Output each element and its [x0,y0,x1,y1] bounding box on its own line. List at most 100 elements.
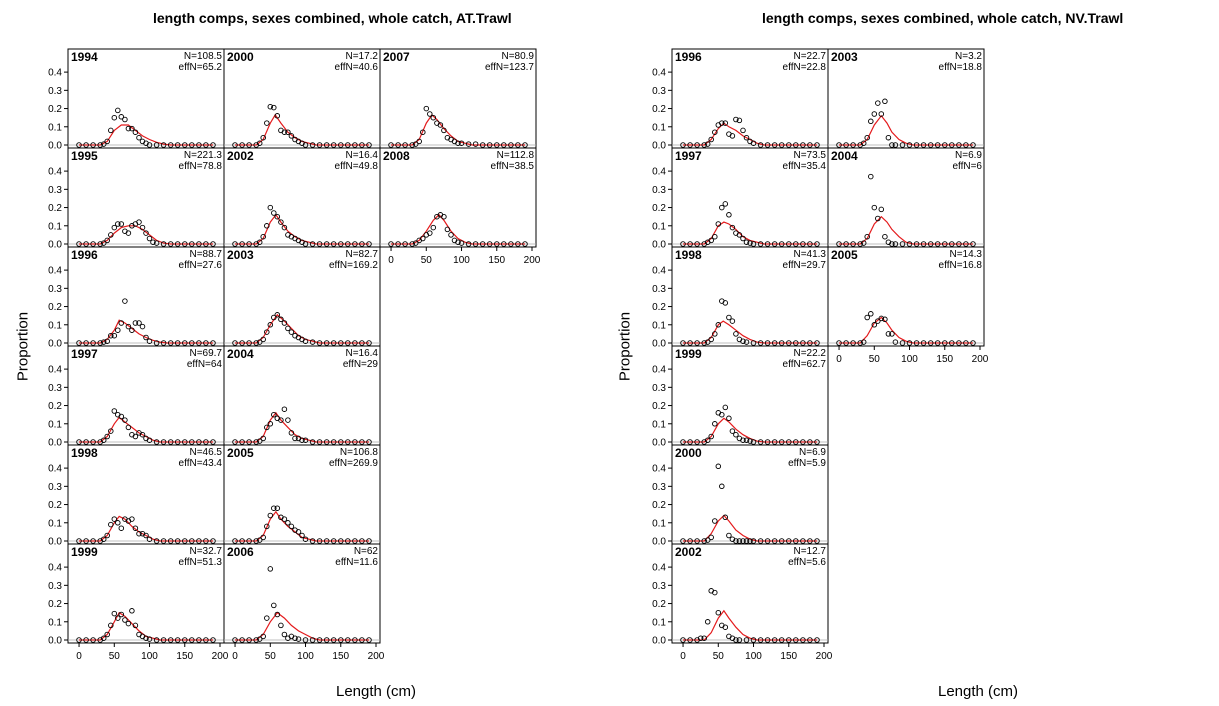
observed-point [274,213,281,220]
x-tick-label: 150 [936,354,953,365]
observed-point [338,340,344,346]
observed-point [750,340,757,346]
observed-point [256,537,263,543]
observed-point [437,122,444,128]
observed-point [697,635,704,641]
observed-point [83,538,89,544]
panel-n-label: N=106.8 [340,447,379,458]
observed-point [913,241,920,247]
observed-point [153,637,160,643]
observed-point [359,340,365,346]
observed-point [423,105,430,112]
panel-effn-label: effN=78.8 [179,161,223,172]
panel-effn-label: effN=49.8 [335,161,379,172]
observed-point [239,439,245,445]
observed-point [800,241,806,247]
observed-point [281,631,288,638]
observed-point [271,210,277,216]
panel-frame [827,246,985,347]
observed-point [352,538,358,544]
observed-point [132,622,139,629]
y-tick-label: 0.2 [652,401,666,412]
observed-point [882,233,888,240]
left-figure-title: length comps, sexes combined, whole catc… [153,10,512,26]
panel-effn-label: effN=27.6 [179,260,223,271]
y-tick-label: 0.3 [48,284,62,295]
observed-point [906,241,913,247]
observed-point [970,340,976,346]
observed-point [309,339,316,345]
observed-point [108,332,114,339]
panel-year-label: 1998 [71,446,98,460]
observed-point [267,566,274,572]
observed-point [743,637,750,643]
observed-point [409,241,415,247]
observed-point [108,622,114,629]
observed-point [143,532,149,539]
observed-point [740,127,746,134]
observed-point [104,433,110,440]
observed-point [352,439,358,445]
observed-point [83,637,89,643]
observed-point [264,329,270,335]
observed-point [927,142,934,148]
panel-effn-label: effN=64 [187,359,223,370]
y-tick-label: 0.0 [48,240,62,251]
observed-point [104,138,110,145]
observed-point [444,226,451,233]
observed-point [111,516,118,522]
y-tick-label: 0.0 [48,438,62,449]
observed-point [743,538,750,544]
observed-point [465,241,472,247]
observed-point [111,224,118,231]
observed-point [111,408,118,414]
observed-point [963,142,969,148]
observed-point [167,637,174,643]
right-figure-title: length comps, sexes combined, whole catc… [762,10,1124,26]
expected-line [839,316,973,344]
observed-point [323,538,330,544]
observed-point [330,637,337,643]
observed-point [868,118,874,125]
observed-point [330,241,337,247]
observed-point [83,340,89,346]
y-tick-label: 0.3 [652,482,666,493]
observed-point [680,142,686,148]
observed-point [260,633,266,640]
expected-line [839,114,973,146]
observed-point [715,609,722,616]
observed-point [118,221,125,227]
observed-point [800,340,806,346]
observed-point [515,142,521,148]
y-tick-label: 0.0 [652,141,666,152]
observed-point [292,435,298,442]
observed-point [76,142,82,148]
observed-point [743,239,750,245]
observed-point [719,411,725,418]
observed-point [963,241,969,247]
y-tick-label: 0.2 [48,302,62,313]
observed-point [366,538,372,544]
observed-point [115,221,121,227]
observed-point [196,241,202,247]
observed-point [302,241,309,247]
observed-point [189,142,195,148]
observed-point [108,521,114,528]
observed-point [687,340,693,346]
panel-effn-label: effN=38.5 [491,161,535,172]
y-tick-label: 0.3 [652,383,666,394]
observed-point [850,142,856,148]
observed-point [793,538,799,544]
observed-point [814,637,820,643]
y-tick-label: 0.4 [48,167,62,178]
x-tick-label: 50 [109,651,121,662]
observed-point [345,637,351,643]
right-x-axis-label: Length (cm) [938,683,1019,700]
panel-effn-label: effN=269.9 [329,458,378,469]
observed-point [864,233,870,240]
observed-point [97,241,103,247]
observed-point [302,637,309,643]
